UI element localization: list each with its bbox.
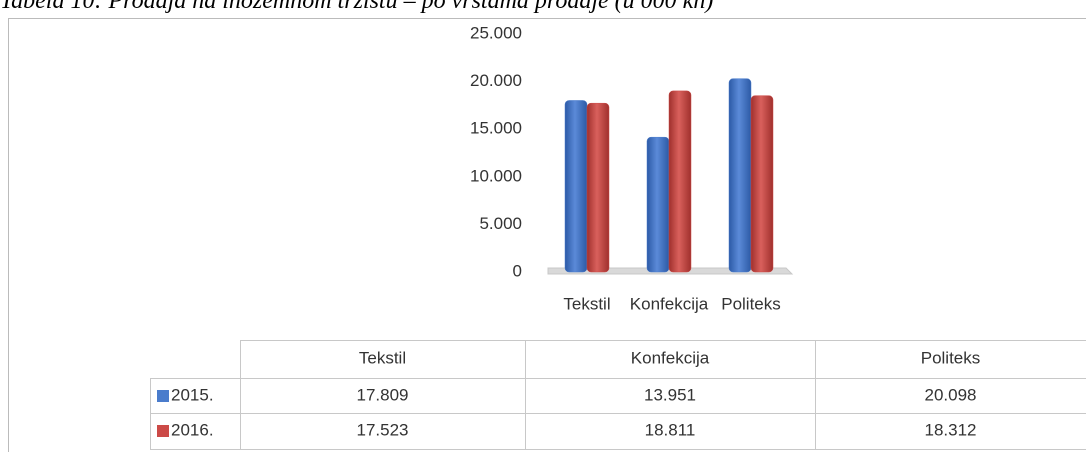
legend-swatch xyxy=(157,390,169,402)
chart-title: Tabela 10: Prodaja na inozemnom tržištu … xyxy=(0,0,713,14)
bar xyxy=(751,96,773,272)
bar xyxy=(587,103,609,272)
bar xyxy=(647,137,669,272)
y-tick-label: 20.000 xyxy=(470,71,522,90)
table-cell: 18.312 xyxy=(925,420,977,439)
x-tick-label: Politeks xyxy=(721,294,781,313)
y-tick-label: 10.000 xyxy=(470,166,522,185)
legend-swatch xyxy=(157,425,169,437)
legend-label: 2015. xyxy=(171,385,214,404)
table-header: Tekstil xyxy=(359,348,406,367)
y-tick-label: 0 xyxy=(513,261,522,280)
x-tick-label: Tekstil xyxy=(563,294,610,313)
table-header: Politeks xyxy=(921,348,981,367)
x-tick-label: Konfekcija xyxy=(630,294,709,313)
y-tick-label: 5.000 xyxy=(479,214,522,233)
table-cell: 13.951 xyxy=(644,385,696,404)
table-cell: 17.523 xyxy=(357,420,409,439)
bar xyxy=(729,79,751,272)
y-tick-label: 25.000 xyxy=(470,23,522,42)
legend-label: 2016. xyxy=(171,420,214,439)
table-cell: 17.809 xyxy=(357,385,409,404)
table-cell: 20.098 xyxy=(925,385,977,404)
y-tick-label: 15.000 xyxy=(470,119,522,138)
bar xyxy=(565,100,587,272)
table-header: Konfekcija xyxy=(631,348,710,367)
table-cell: 18.811 xyxy=(645,420,696,439)
bar xyxy=(669,91,691,272)
